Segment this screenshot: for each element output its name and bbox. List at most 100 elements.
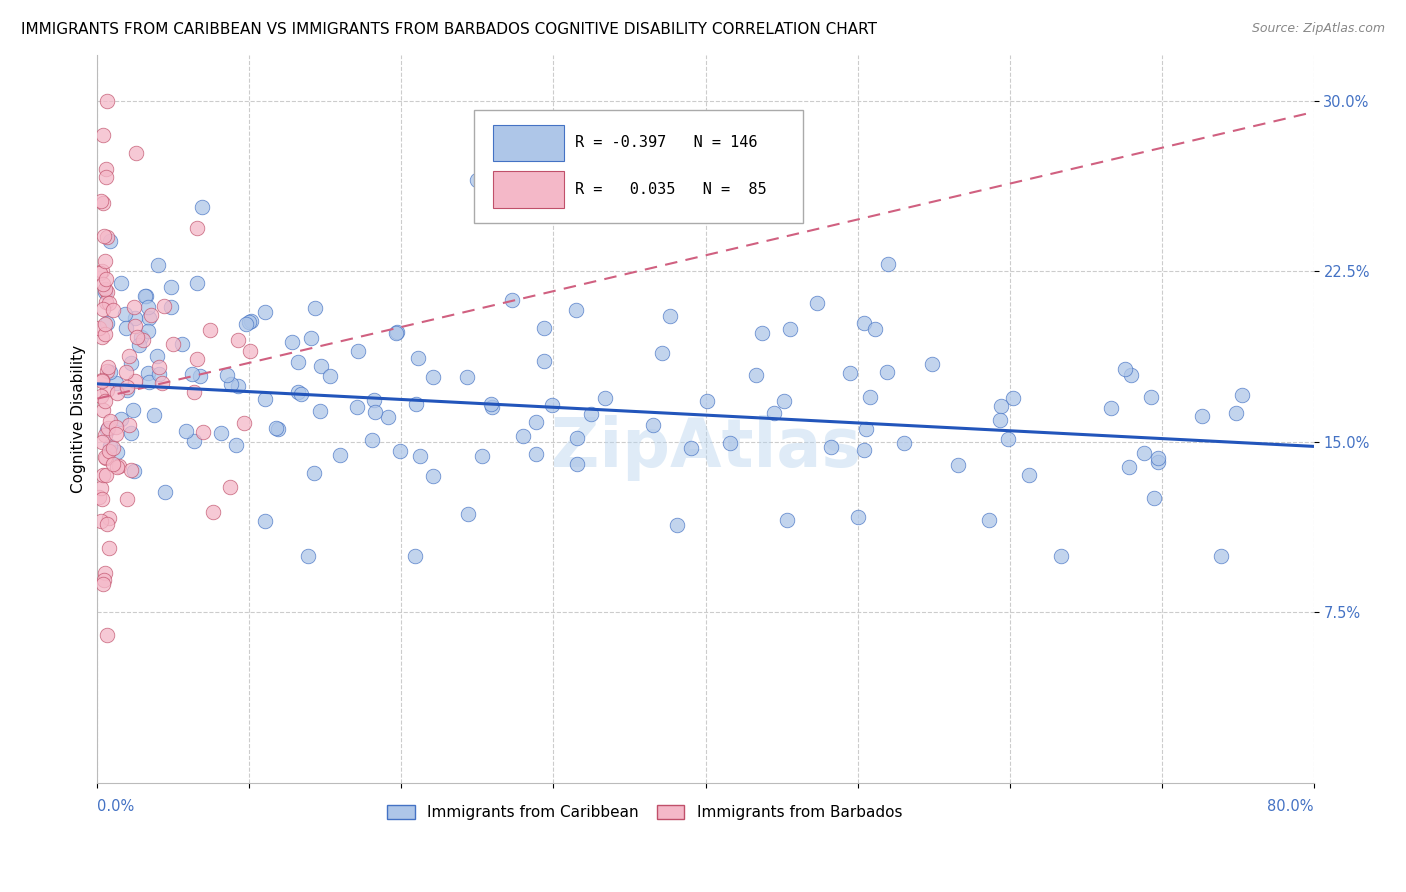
Point [93, 228, 115, 243]
Point [198, 323, 221, 337]
Point [91, 374, 114, 388]
Point [93, 573, 115, 587]
Point [302, 466, 325, 480]
Point [91, 402, 114, 417]
Point [91, 128, 114, 142]
Point [148, 359, 170, 374]
Point [209, 426, 232, 441]
Point [467, 173, 489, 187]
Point [138, 311, 160, 326]
Point [146, 349, 169, 363]
Point [855, 422, 877, 436]
Point [136, 367, 159, 381]
Point [281, 334, 304, 349]
Point [806, 296, 828, 310]
Point [174, 424, 197, 438]
Point [422, 469, 444, 483]
Text: ZipAtlas: ZipAtlas [551, 415, 860, 481]
Point [779, 322, 801, 336]
Point [226, 333, 249, 347]
Point [105, 376, 128, 390]
Point [115, 383, 138, 397]
Point [98, 511, 121, 525]
Text: 80.0%: 80.0% [1267, 799, 1313, 814]
Point [93, 277, 115, 291]
Point [479, 397, 502, 411]
Point [127, 330, 149, 344]
Point [115, 320, 138, 334]
Point [1099, 401, 1122, 416]
Point [120, 356, 142, 370]
Point [267, 422, 290, 436]
Text: IMMIGRANTS FROM CARIBBEAN VS IMMIGRANTS FROM BARBADOS COGNITIVE DISABILITY CORRE: IMMIGRANTS FROM CARIBBEAN VS IMMIGRANTS … [21, 22, 877, 37]
Point [183, 434, 205, 449]
Point [744, 368, 766, 382]
Point [114, 307, 136, 321]
Point [1191, 409, 1213, 424]
Point [852, 316, 875, 330]
Point [124, 310, 146, 325]
Point [108, 458, 131, 473]
Point [921, 357, 943, 371]
Text: R = -0.397   N = 146: R = -0.397 N = 146 [575, 136, 758, 151]
Point [979, 513, 1001, 527]
Point [97, 360, 120, 375]
Point [186, 221, 208, 235]
Point [143, 408, 166, 422]
Point [128, 338, 150, 352]
Point [101, 441, 124, 455]
Point [94, 254, 117, 268]
Point [94, 271, 117, 285]
Point [191, 200, 214, 214]
Point [1140, 391, 1163, 405]
Point [471, 449, 494, 463]
Point [1132, 446, 1154, 460]
Point [239, 314, 262, 328]
Point [406, 351, 429, 365]
Point [404, 549, 426, 563]
Point [97, 421, 120, 435]
Point [1114, 361, 1136, 376]
Point [838, 366, 860, 380]
Point [94, 285, 117, 299]
Point [186, 351, 208, 366]
Point [90, 264, 112, 278]
Point [94, 317, 117, 331]
Point [160, 300, 183, 314]
Point [105, 444, 128, 458]
Point [346, 344, 368, 359]
Point [114, 365, 136, 379]
Point [533, 321, 555, 335]
Point [138, 375, 160, 389]
Point [93, 450, 115, 464]
Point [124, 319, 146, 334]
Point [122, 300, 145, 314]
Point [651, 346, 673, 360]
Point [718, 436, 741, 450]
Point [481, 400, 503, 414]
Point [104, 419, 127, 434]
Point [134, 289, 156, 303]
Point [90, 514, 112, 528]
Point [101, 302, 124, 317]
Point [501, 293, 523, 307]
Point [233, 417, 256, 431]
Point [105, 459, 128, 474]
Point [129, 330, 152, 344]
Point [696, 394, 718, 409]
Point [235, 317, 257, 331]
Point [1225, 406, 1247, 420]
Point [101, 457, 124, 471]
Point [132, 333, 155, 347]
Point [96, 285, 118, 300]
Point [89, 194, 111, 209]
Point [138, 324, 160, 338]
Point [659, 310, 682, 324]
Point [238, 315, 260, 329]
Point [98, 365, 121, 379]
Point [456, 370, 478, 384]
Point [91, 301, 114, 316]
Point [565, 431, 588, 445]
Y-axis label: Cognitive Disability: Cognitive Disability [72, 345, 86, 493]
Point [136, 300, 159, 314]
